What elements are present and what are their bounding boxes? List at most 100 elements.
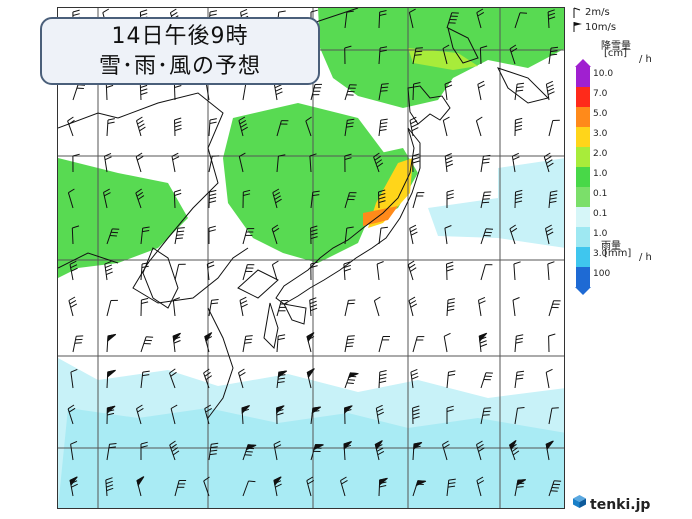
snow-swatch bbox=[576, 67, 590, 87]
wind-barb bbox=[306, 368, 315, 389]
wind-barb bbox=[272, 188, 282, 209]
wind-barb bbox=[135, 188, 145, 209]
title-box: 14日午後9時 雪･雨･風の予想 bbox=[40, 17, 320, 85]
wind-barb bbox=[208, 155, 220, 173]
wind-barb bbox=[480, 228, 494, 245]
snow-scale-value: 2.0 bbox=[593, 149, 608, 159]
wind-barb bbox=[305, 116, 312, 137]
wind-barb bbox=[446, 405, 454, 424]
wind-barb bbox=[374, 440, 385, 461]
wind-barb bbox=[242, 264, 255, 281]
wind-barb bbox=[412, 336, 425, 353]
wind-barb bbox=[203, 476, 210, 497]
wind-barb bbox=[242, 335, 253, 353]
wind-barb bbox=[514, 407, 525, 425]
wind-barb bbox=[203, 368, 212, 389]
wind-barb bbox=[446, 261, 454, 281]
wind-barb bbox=[271, 224, 280, 245]
wind-barb bbox=[170, 404, 178, 425]
wind-barb bbox=[309, 153, 317, 173]
wind-barb bbox=[412, 82, 421, 101]
rain-swatch bbox=[576, 207, 590, 227]
rain-per-hour: / h bbox=[639, 252, 652, 263]
wind-barb bbox=[344, 192, 357, 209]
wind-barb bbox=[412, 405, 420, 425]
wind-barb bbox=[442, 116, 450, 137]
wind-barb bbox=[412, 442, 423, 461]
wind-barb bbox=[208, 189, 217, 209]
wind-barb bbox=[509, 439, 520, 461]
wind-barb bbox=[310, 225, 318, 245]
wind-barb bbox=[478, 296, 486, 317]
wind-barb bbox=[71, 225, 80, 245]
wind-barb bbox=[105, 477, 114, 497]
wind-barb bbox=[204, 332, 213, 353]
wind-barb bbox=[442, 440, 450, 461]
rain-swatch bbox=[576, 267, 590, 287]
wind-barb bbox=[106, 228, 120, 245]
wind-barb bbox=[136, 476, 145, 497]
wind-barb bbox=[306, 332, 315, 353]
wind-barb bbox=[70, 368, 78, 389]
wind-barb bbox=[136, 404, 144, 425]
wind-barb bbox=[344, 84, 357, 101]
wind-barb bbox=[509, 224, 518, 245]
scale-top-arrow-icon bbox=[575, 59, 591, 67]
wind-barb bbox=[514, 334, 524, 353]
wind-barb bbox=[242, 480, 256, 497]
wind-barb bbox=[446, 298, 455, 317]
wind-barb bbox=[273, 476, 282, 497]
wind-barb bbox=[344, 335, 355, 353]
wind-barb bbox=[208, 299, 219, 317]
wind-barb bbox=[206, 261, 215, 281]
map-title: 雪･雨･風の予想 bbox=[98, 54, 261, 79]
wind-barb bbox=[106, 369, 116, 389]
wind-barb bbox=[238, 152, 246, 173]
snow-scale-value: 5.0 bbox=[593, 109, 608, 119]
wind-barb bbox=[70, 440, 78, 461]
wind-barb bbox=[208, 442, 219, 461]
wind-barb bbox=[478, 332, 488, 353]
rain-areas bbox=[58, 158, 564, 508]
wind-barb bbox=[238, 116, 248, 137]
wind-barb bbox=[271, 260, 279, 281]
wind-barb bbox=[446, 478, 456, 497]
wind-barb bbox=[67, 116, 75, 137]
wind-barb bbox=[412, 480, 427, 497]
wind-barb bbox=[378, 226, 388, 245]
wind-barb bbox=[169, 368, 177, 389]
wind-barb-key-icon bbox=[573, 7, 582, 32]
wind-barb bbox=[547, 9, 556, 29]
wind-barb bbox=[409, 224, 418, 245]
wind-barb bbox=[276, 300, 289, 317]
wind-barb bbox=[344, 10, 354, 29]
wind-barb bbox=[444, 225, 452, 245]
rain-swatch bbox=[576, 227, 590, 247]
wind-barb bbox=[412, 192, 425, 209]
wind-barb bbox=[310, 190, 320, 209]
snow-areas bbox=[58, 8, 564, 278]
wind-barb bbox=[378, 189, 386, 209]
wind-barb bbox=[514, 117, 523, 137]
wind-barb bbox=[69, 476, 78, 497]
wind-barb bbox=[548, 407, 559, 425]
wind-barb bbox=[442, 44, 450, 65]
wind-barb bbox=[378, 83, 389, 101]
wind-barb bbox=[378, 10, 387, 29]
rain-unit: [mm] bbox=[604, 248, 632, 259]
wind-barb bbox=[545, 224, 554, 245]
snow-swatch bbox=[576, 87, 590, 107]
wind-barb bbox=[479, 45, 488, 65]
wind-small-label: 2m/s bbox=[585, 7, 610, 18]
wind-barb bbox=[446, 12, 459, 29]
wind-barb bbox=[480, 154, 491, 173]
wind-barb bbox=[410, 368, 419, 389]
wind-barb bbox=[545, 368, 553, 389]
snow-swatch bbox=[576, 107, 590, 127]
wind-barb bbox=[103, 188, 111, 209]
wind-barb bbox=[276, 154, 286, 173]
coastlines bbox=[58, 8, 549, 419]
wind-barb bbox=[106, 443, 117, 461]
map-canvas bbox=[58, 8, 564, 508]
wind-barb bbox=[545, 80, 555, 101]
